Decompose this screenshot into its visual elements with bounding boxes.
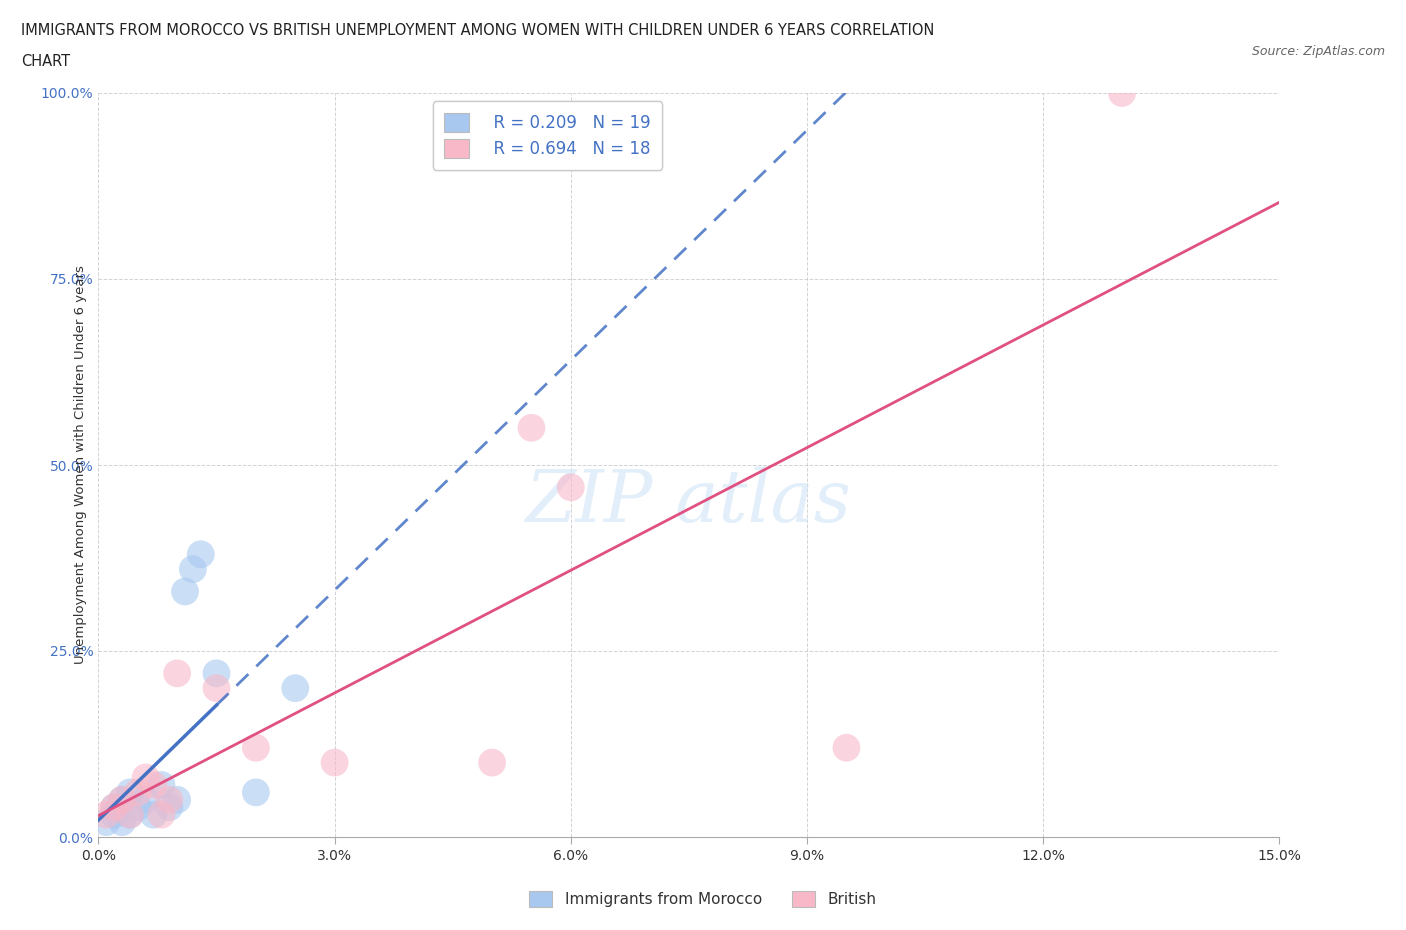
Point — [118, 807, 141, 822]
Point — [174, 584, 197, 599]
Point — [96, 807, 118, 822]
Point — [111, 792, 134, 807]
Point — [245, 785, 267, 800]
Point — [520, 420, 543, 435]
Point — [96, 815, 118, 830]
Point — [181, 562, 204, 577]
Point — [103, 800, 125, 815]
Point — [157, 792, 180, 807]
Y-axis label: Unemployment Among Women with Children Under 6 years: Unemployment Among Women with Children U… — [75, 266, 87, 664]
Point — [835, 740, 858, 755]
Text: CHART: CHART — [21, 54, 70, 69]
Point — [190, 547, 212, 562]
Point — [111, 815, 134, 830]
Point — [323, 755, 346, 770]
Text: ZIP atlas: ZIP atlas — [526, 467, 852, 538]
Point — [127, 800, 149, 815]
Point — [1111, 86, 1133, 100]
Point — [150, 777, 173, 792]
Text: IMMIGRANTS FROM MOROCCO VS BRITISH UNEMPLOYMENT AMONG WOMEN WITH CHILDREN UNDER : IMMIGRANTS FROM MOROCCO VS BRITISH UNEMP… — [21, 23, 935, 38]
Legend:   R = 0.209   N = 19,   R = 0.694   N = 18: R = 0.209 N = 19, R = 0.694 N = 18 — [433, 101, 662, 170]
Point — [127, 785, 149, 800]
Point — [166, 792, 188, 807]
Legend: Immigrants from Morocco, British: Immigrants from Morocco, British — [523, 884, 883, 913]
Text: Source: ZipAtlas.com: Source: ZipAtlas.com — [1251, 45, 1385, 58]
Point — [118, 807, 141, 822]
Point — [135, 770, 157, 785]
Point — [118, 785, 141, 800]
Point — [166, 666, 188, 681]
Point — [284, 681, 307, 696]
Point — [245, 740, 267, 755]
Point — [111, 792, 134, 807]
Point — [205, 666, 228, 681]
Point — [103, 800, 125, 815]
Point — [205, 681, 228, 696]
Point — [150, 807, 173, 822]
Point — [560, 480, 582, 495]
Point — [142, 807, 165, 822]
Point — [157, 800, 180, 815]
Point — [481, 755, 503, 770]
Point — [103, 807, 125, 822]
Point — [142, 777, 165, 792]
Point — [135, 792, 157, 807]
